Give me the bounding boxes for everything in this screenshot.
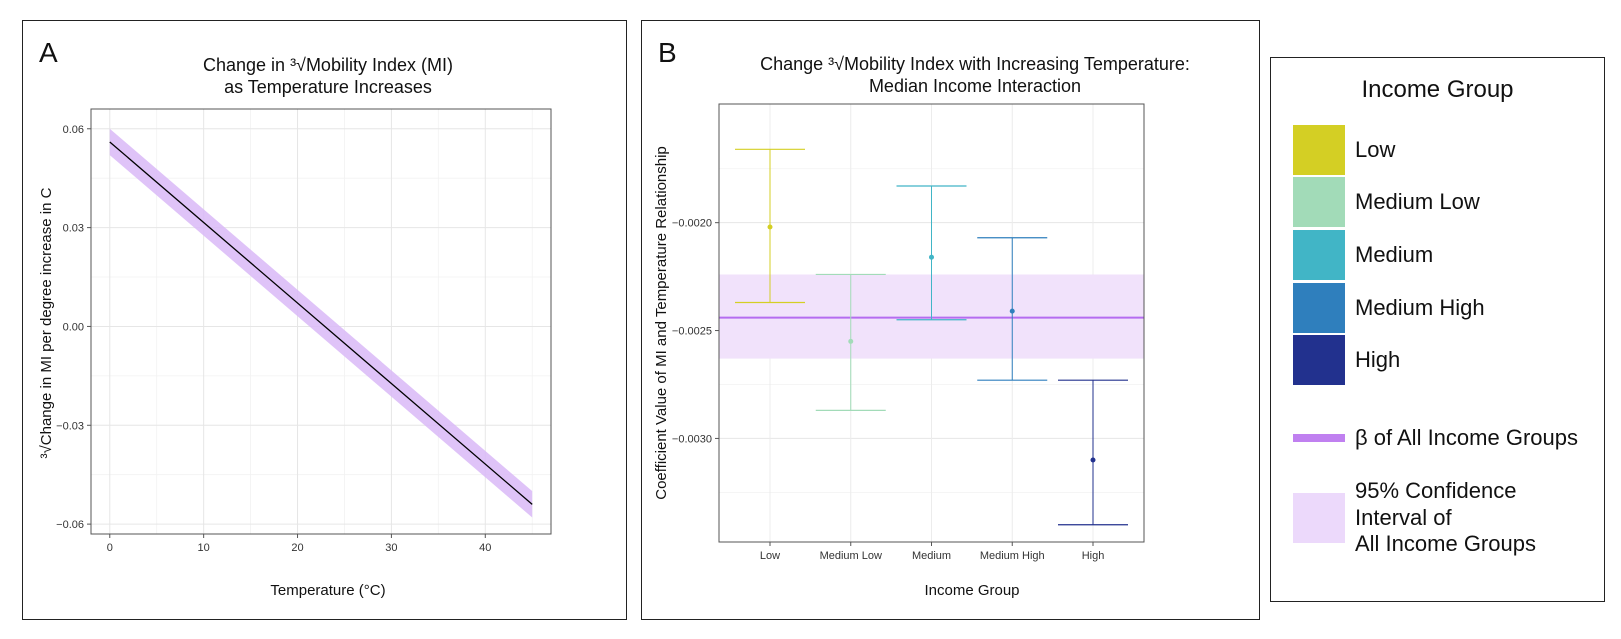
- panel-b: B Change ³√Mobility Index with Increasin…: [641, 20, 1260, 620]
- panel-a-y-tick-label: −0.03: [56, 420, 84, 432]
- panel-b-y-tick-label: −0.0030: [672, 433, 712, 445]
- panel-b-point-estimate: [1090, 457, 1096, 463]
- panel-b-x-axis-title: Income Group: [924, 582, 1019, 599]
- legend-item-medium: Medium: [1293, 230, 1433, 280]
- legend-item-high: High: [1293, 335, 1400, 385]
- panel-b-title-line-1: Change ³√Mobility Index with Increasing …: [760, 54, 1190, 74]
- legend-item-medium-high: Medium High: [1293, 283, 1485, 333]
- legend-swatch-ci-band: [1293, 493, 1345, 543]
- panel-b-point-estimate: [848, 338, 854, 344]
- panel-a-x-tick-label: 10: [198, 542, 210, 554]
- panel-a-y-tick-label: 0.03: [63, 223, 84, 235]
- legend-swatch-beta-line: [1293, 434, 1345, 442]
- legend-label-beta: β of All Income Groups: [1355, 424, 1578, 450]
- panel-b-x-tick-label: Medium Low: [820, 550, 882, 562]
- panel-a-letter: A: [39, 37, 58, 68]
- panel-b-y-tick-label: −0.0020: [672, 218, 712, 230]
- legend-swatch-high: [1293, 335, 1345, 385]
- panel-b-x-tick-label: Medium High: [980, 550, 1045, 562]
- panel-b-letter: B: [658, 37, 677, 68]
- panel-a-x-tick-label: 40: [479, 542, 491, 554]
- panel-a-chart: Change in ³√Mobility Index (MI) as Tempe…: [38, 55, 552, 599]
- panel-a-title-line-2: as Temperature Increases: [224, 77, 432, 97]
- legend-label-low: Low: [1355, 136, 1396, 162]
- panel-b-point-estimate: [929, 254, 934, 260]
- income-group-legend: Income Group Low Medium Low Medium Mediu…: [1270, 57, 1605, 602]
- panel-b-title-line-2: Median Income Interaction: [869, 76, 1081, 96]
- legend-swatch-medium-high: [1293, 283, 1345, 333]
- legend-swatch-medium: [1293, 230, 1345, 280]
- panel-a: A Change in ³√Mobility Index (MI) as Tem…: [22, 20, 627, 620]
- legend-item-medium-low: Medium Low: [1293, 177, 1480, 227]
- legend-item-beta: β of All Income Groups: [1293, 413, 1578, 463]
- legend-swatch-medium-low: [1293, 177, 1345, 227]
- legend-title: Income Group: [1361, 76, 1514, 103]
- panel-a-y-tick-label: 0.00: [63, 321, 84, 333]
- panel-b-y-axis-title: Coefficient Value of MI and Temperature …: [653, 146, 670, 500]
- panel-a-x-tick-label: 30: [385, 542, 397, 554]
- legend-label-high: High: [1355, 346, 1401, 372]
- panel-a-regression-line: [109, 141, 533, 505]
- panel-a-plot-area: 0 10 20 30 40 −0.06 −0.03 0.00 0.03 0.06: [56, 108, 552, 554]
- panel-b-chart: Change ³√Mobility Index with Increasing …: [653, 54, 1190, 599]
- legend-label-medium-high: Medium High: [1355, 294, 1485, 320]
- panel-b-y-tick-label: −0.0025: [672, 326, 712, 338]
- legend-label-medium-low: Medium Low: [1355, 188, 1480, 214]
- panel-a-plot-border: [90, 108, 552, 535]
- panel-b-plot-area: Low Medium Low Medium Medium High High −0.003…: [672, 103, 1145, 562]
- panel-b-x-tick-label: Low: [760, 550, 780, 562]
- legend-label-medium: Medium: [1355, 241, 1434, 267]
- legend-item-low: Low: [1293, 125, 1395, 175]
- panel-b-point-estimate: [767, 224, 773, 230]
- panel-b-x-tick-label: Medium: [912, 550, 951, 562]
- panel-a-x-axis-title: Temperature (°C): [270, 582, 385, 599]
- panel-b-point-estimate: [1009, 308, 1015, 314]
- legend-label-ci: 95% Confidence Interval of All Income Gr…: [1355, 478, 1536, 557]
- panel-a-y-tick-label: −0.06: [56, 519, 84, 531]
- panel-a-title-line-1: Change in ³√Mobility Index (MI): [203, 55, 453, 75]
- legend-item-ci: 95% Confidence Interval of All Income Gr…: [1293, 473, 1536, 563]
- legend-swatch-low: [1293, 125, 1345, 175]
- panel-a-y-axis-title: ³√Change in MI per degree increase in C: [38, 187, 55, 458]
- panel-a-x-tick-label: 20: [291, 542, 303, 554]
- panel-a-x-tick-label: 0: [107, 542, 113, 554]
- panel-a-y-tick-label: 0.06: [63, 124, 84, 136]
- panel-b-x-tick-label: High: [1082, 550, 1105, 562]
